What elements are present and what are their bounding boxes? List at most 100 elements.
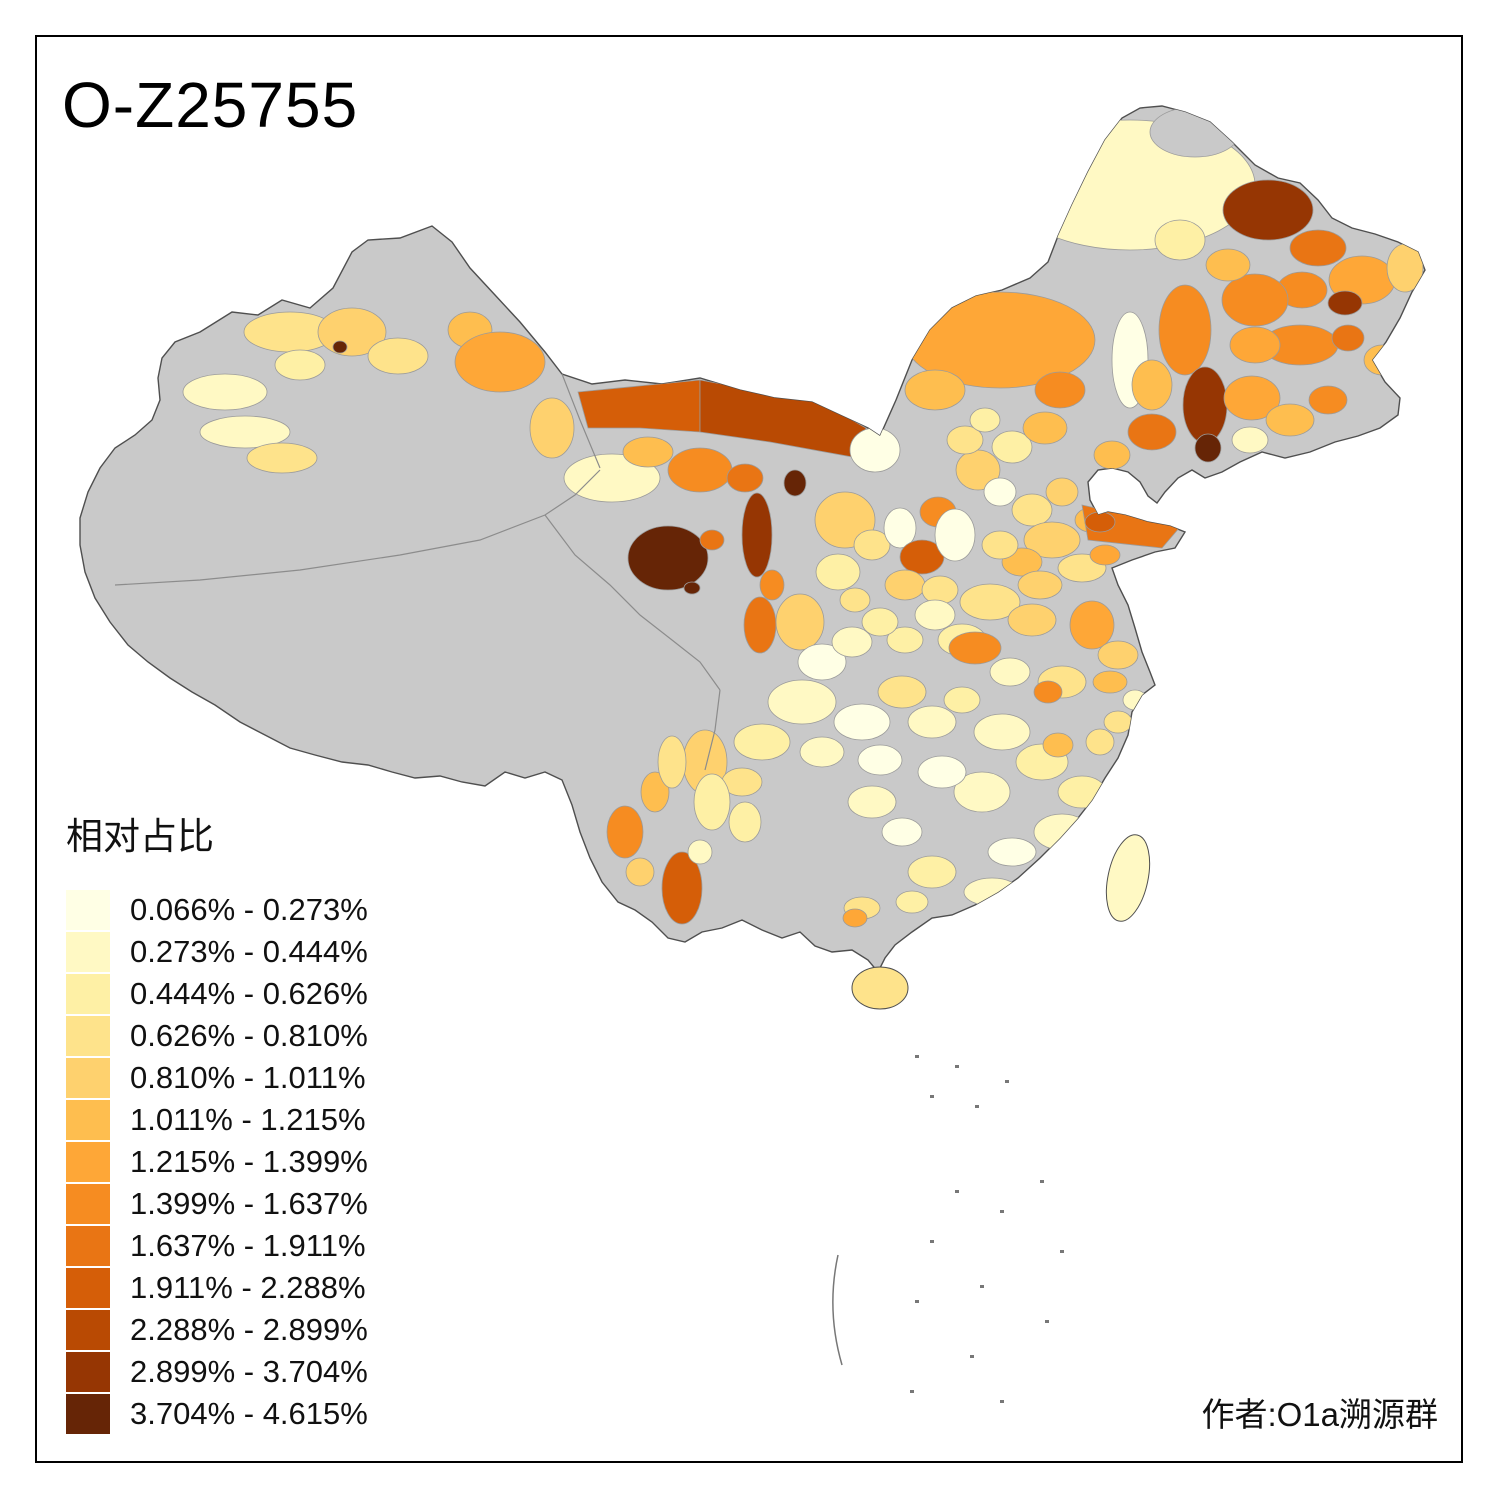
map-region: [1223, 375, 1281, 421]
legend-item: 1.911% - 2.288%: [66, 1268, 426, 1308]
map-region: [921, 575, 959, 605]
map-region: [1022, 411, 1068, 445]
map-region: [1221, 273, 1289, 327]
map-region: [1222, 179, 1314, 241]
map-region: [1092, 670, 1128, 694]
legend-item: 2.288% - 2.899%: [66, 1310, 426, 1350]
legend-label: 1.011% - 1.215%: [130, 1102, 366, 1137]
map-region: [625, 857, 655, 887]
map-region: [606, 805, 644, 859]
map-region: [969, 407, 1001, 433]
map-region: [934, 508, 976, 562]
map-region: [1023, 521, 1081, 559]
map-region: [627, 525, 709, 591]
map-region: [963, 877, 1021, 907]
map-region: [1231, 426, 1269, 454]
map-region: [246, 442, 318, 474]
map-region: [1069, 600, 1115, 650]
legend-label: 1.399% - 1.637%: [130, 1186, 368, 1221]
map-region: [454, 331, 546, 393]
prefecture-regions: [182, 106, 1424, 928]
legend-items: 0.066% - 0.273% 0.273% - 0.444% 0.444% - 0…: [66, 890, 426, 1434]
map-region: [741, 492, 773, 578]
map-region: [733, 723, 791, 761]
map-region: [1058, 850, 1092, 874]
legend-label: 0.626% - 0.810%: [130, 1018, 368, 1053]
map-region: [1289, 229, 1347, 267]
map-region: [853, 529, 891, 561]
map-region: [657, 735, 687, 789]
legend-label: 3.704% - 4.615%: [130, 1396, 368, 1431]
map-region: [622, 436, 674, 468]
legend-item: 0.810% - 1.011%: [66, 1058, 426, 1098]
legend-swatch: [66, 1058, 110, 1098]
legend-swatch: [66, 1394, 110, 1434]
map-region: [799, 736, 845, 768]
map-region: [332, 340, 348, 354]
map-region: [1019, 868, 1065, 896]
legend-label: 1.911% - 2.288%: [130, 1270, 366, 1305]
map-region: [529, 397, 575, 459]
map-region: [815, 553, 861, 591]
map-region: [367, 337, 429, 375]
legend-swatch: [66, 1268, 110, 1308]
map-region: [1327, 290, 1363, 316]
map-region: [1308, 385, 1348, 415]
map-region: [640, 771, 670, 813]
author-credit: 作者:O1a溯源群: [1201, 1396, 1438, 1433]
map-region: [797, 643, 847, 681]
map-region: [914, 599, 956, 631]
taiwan-island: [1105, 834, 1151, 922]
legend-item: 1.399% - 1.637%: [66, 1184, 426, 1224]
map-region: [884, 569, 926, 601]
map-region: [1229, 326, 1281, 364]
south-china-sea-islands: [832, 1055, 1064, 1403]
map-region: [1007, 603, 1057, 637]
map-region: [182, 373, 268, 411]
legend-item: 1.011% - 1.215%: [66, 1100, 426, 1140]
legend-swatch: [66, 1100, 110, 1140]
map-region: [904, 369, 966, 411]
map-region: [981, 530, 1019, 560]
map-region: [1363, 344, 1401, 376]
map-region: [667, 447, 733, 493]
map-region: [973, 713, 1031, 751]
map-region: [1097, 640, 1139, 670]
map-region: [1084, 511, 1116, 533]
map-region: [687, 839, 713, 865]
province-borders: [114, 373, 721, 771]
map-region: [948, 631, 1002, 665]
map-region: [1251, 456, 1285, 480]
map-region: [849, 427, 901, 473]
legend-title: 相对占比: [66, 816, 214, 857]
map-region: [833, 703, 891, 741]
map-region: [983, 477, 1017, 507]
map-region: [1034, 371, 1086, 409]
map-region: [1194, 433, 1222, 463]
legend-swatch: [66, 1310, 110, 1350]
map-region: [842, 908, 868, 928]
map-region: [563, 453, 661, 503]
map-region: [743, 596, 777, 654]
map-region: [274, 349, 326, 381]
legend: 相对占比 0.066% - 0.273% 0.273% - 0.444% 0.444…: [66, 806, 426, 1436]
legend-label: 0.273% - 0.444%: [130, 934, 368, 969]
map-region: [1033, 680, 1063, 704]
legend-item: 3.704% - 4.615%: [66, 1394, 426, 1434]
legend-swatch: [66, 1352, 110, 1392]
map-region: [881, 817, 923, 847]
map-region: [1182, 366, 1228, 444]
page-title: O-Z25755: [62, 69, 359, 141]
map-region: [728, 801, 762, 843]
map-region: [907, 705, 957, 739]
map-region: [847, 785, 897, 819]
map-region: [883, 507, 917, 549]
legend-label: 0.066% - 0.273%: [130, 892, 368, 927]
map-region: [1089, 544, 1121, 566]
map-region: [699, 529, 725, 551]
map-region: [861, 607, 899, 637]
map-region: [989, 657, 1031, 687]
legend-item: 0.626% - 0.810%: [66, 1016, 426, 1056]
map-region: [1085, 728, 1115, 756]
